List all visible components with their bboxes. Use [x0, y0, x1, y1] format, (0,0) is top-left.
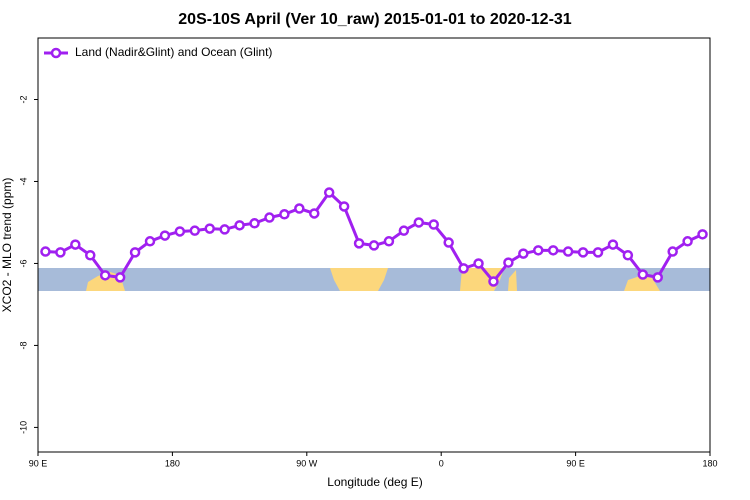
data-point: [607, 239, 619, 250]
data-point: [368, 240, 380, 251]
y-tick-label: -4: [18, 177, 28, 185]
data-point: [129, 247, 141, 258]
data-point: [189, 225, 201, 236]
data-point: [473, 258, 484, 269]
data-point: [144, 236, 156, 247]
data-point: [428, 219, 439, 230]
map-strip: [38, 268, 710, 291]
y-tick-label: -6: [18, 259, 28, 267]
data-point: [40, 246, 51, 257]
x-tick-label: 180: [702, 458, 717, 468]
data-point: [503, 257, 514, 268]
legend-label: Land (Nadir&Glint) and Ocean (Glint): [75, 45, 272, 59]
data-point: [577, 247, 589, 258]
data-point: [398, 225, 410, 236]
plot-frame: [37, 37, 711, 453]
y-tick-label: -8: [18, 341, 28, 349]
y-tick-label: -2: [18, 95, 28, 103]
x-tick-label: 90 E: [566, 458, 585, 468]
data-point: [353, 238, 365, 249]
data-point: [204, 223, 215, 234]
data-point: [249, 218, 260, 229]
y-tick-label: -10: [18, 421, 28, 434]
data-point: [70, 239, 81, 250]
x-axis-label: Longitude (deg E): [327, 475, 422, 489]
x-tick-label: 180: [165, 458, 180, 468]
data-point: [667, 246, 678, 257]
data-point: [323, 187, 335, 198]
data-point: [159, 230, 171, 241]
land: [624, 276, 660, 291]
data-point: [383, 236, 395, 247]
data-point: [458, 263, 469, 274]
data-point: [114, 272, 126, 283]
data-point: [518, 248, 529, 259]
data-point: [219, 224, 230, 235]
data-point: [55, 247, 66, 258]
data-point: [562, 246, 574, 257]
legend-marker: [50, 47, 62, 59]
data-point: [622, 249, 634, 261]
chart-title: 20S-10S April (Ver 10_raw) 2015-01-01 to…: [178, 11, 572, 28]
data-point: [174, 226, 186, 237]
data-point: [697, 229, 708, 240]
x-tick-label: 0: [439, 458, 444, 468]
data-point: [338, 201, 350, 212]
data-point: [488, 276, 499, 287]
data-point: [264, 212, 275, 223]
data-point: [279, 209, 290, 220]
x-tick-label: 90 W: [296, 458, 318, 468]
data-point: [592, 247, 604, 258]
data-point: [533, 245, 544, 256]
land: [508, 270, 517, 291]
data-point: [413, 217, 425, 228]
y-axis-label: XCO2 - MLO trend (ppm): [0, 178, 14, 313]
data-point: [294, 203, 305, 214]
data-point: [99, 270, 111, 281]
data-point: [234, 220, 245, 231]
data-point: [682, 236, 693, 247]
data-point: [85, 249, 96, 261]
x-tick-label: 90 E: [29, 458, 48, 468]
data-point: [547, 245, 559, 256]
data-point: [637, 269, 649, 280]
data-point: [309, 208, 320, 219]
land: [330, 268, 388, 291]
data-point: [443, 237, 454, 248]
data-point: [652, 272, 663, 283]
